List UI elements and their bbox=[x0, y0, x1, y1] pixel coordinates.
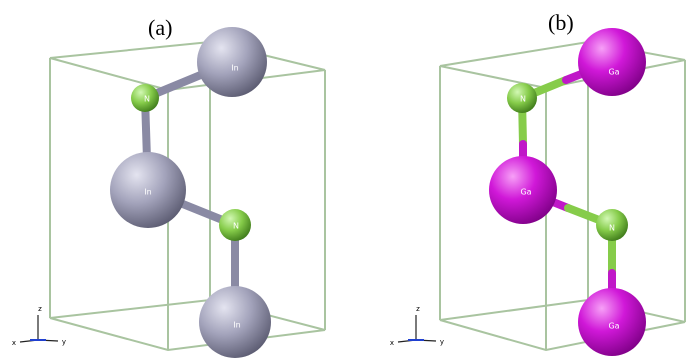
atom-label: N bbox=[144, 95, 150, 104]
atom-label: N bbox=[233, 222, 239, 231]
panel-b: (b) Ga N Ga N Ga z x y bbox=[390, 10, 685, 356]
figure: (a) In N In N In z x y (b) Ga N Ga bbox=[0, 0, 691, 362]
atom-label: N bbox=[520, 95, 526, 104]
axis-triad: z x y bbox=[390, 305, 444, 347]
atom-label: In bbox=[231, 64, 238, 73]
atom-label: Ga bbox=[608, 322, 619, 331]
axis-triad: z x y bbox=[12, 305, 66, 347]
axis-label: z bbox=[38, 305, 42, 313]
panel-label: (a) bbox=[148, 15, 172, 40]
panel-label: (b) bbox=[548, 10, 574, 35]
axis-label: y bbox=[62, 338, 66, 346]
unit-cell bbox=[440, 42, 685, 350]
atom-label: N bbox=[609, 224, 615, 233]
axis-label: y bbox=[440, 338, 444, 346]
axis-label: z bbox=[416, 305, 420, 313]
atom-label: In bbox=[233, 321, 240, 330]
atom-label: In bbox=[144, 188, 151, 197]
atom-label: Ga bbox=[520, 188, 531, 197]
panel-a: (a) In N In N In z x y bbox=[12, 15, 325, 358]
atom-label: Ga bbox=[608, 68, 619, 77]
axis-label: x bbox=[12, 339, 16, 347]
unit-cell bbox=[50, 42, 325, 350]
axis-label: x bbox=[390, 339, 394, 347]
